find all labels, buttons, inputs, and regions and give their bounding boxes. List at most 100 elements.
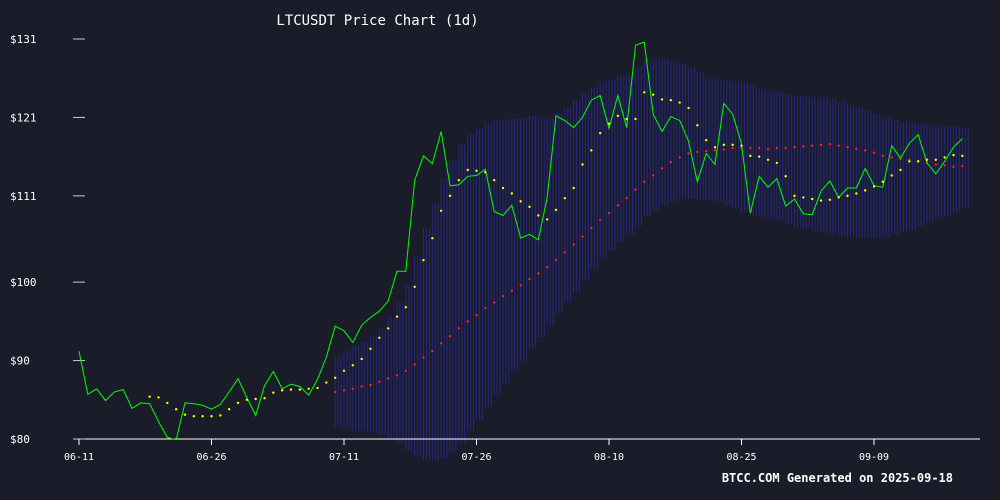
sar-point [192,415,196,418]
ma-point [466,320,469,323]
ma-point [351,387,355,391]
ma-point [404,369,408,372]
sar-point [837,196,840,199]
y-tick-label: $121 [10,111,37,124]
ma-point [431,349,434,353]
price-line [78,41,963,441]
sar-point [289,388,293,391]
sar-point [696,124,699,127]
sar-point [157,396,160,399]
sar-point [510,192,514,195]
x-tick-label: 06-11 [64,452,94,463]
ma-point [749,146,752,150]
sar-point [501,186,505,190]
sar-point [678,101,681,104]
sar-point [210,415,213,418]
ma-point [828,142,832,146]
sar-point [333,376,337,380]
sar-point [325,381,328,384]
sar-point [201,415,204,418]
sar-point [439,209,443,212]
ma-point [952,165,955,169]
ma-point [492,301,496,304]
y-tick-label: $100 [10,276,37,289]
sar-point [280,389,284,392]
ma-point [625,197,628,200]
footer-credit: BTCC.COM Generated on 2025-09-18 [721,471,953,485]
sar-point [360,357,363,361]
ma-point [713,149,717,152]
sar-point [952,153,955,157]
ma-point [378,380,381,383]
ma-point [528,277,531,281]
sar-point [687,106,690,110]
sar-point [166,401,169,405]
sar-point [272,391,275,394]
axes: $131 $121 $111 $100 $90 $80 06-11 06-26 07-11 07-… [10,33,980,463]
sar-point [148,395,151,398]
ma-point [863,149,867,152]
y-tick-label: $80 [10,433,30,446]
sar-point [731,143,734,147]
sar-point [704,138,708,142]
sar-point [457,178,461,182]
sar-point [448,194,452,198]
sar-point [890,174,893,177]
sar-point [572,186,575,190]
ma-point [369,383,372,387]
ma-point [934,163,938,166]
x-tick-label: 06-26 [196,452,226,463]
sar-point [625,117,628,121]
sar-point [298,388,302,391]
sar-point [590,149,593,152]
ma-point [475,313,478,317]
ma-point [775,146,779,150]
sar-point [934,158,938,161]
sar-point [581,163,584,166]
sar-point [369,347,372,351]
sar-point [316,386,319,390]
sar-point [784,175,787,178]
sar-point [757,155,761,158]
sar-point [643,91,646,94]
ma-point [413,363,416,366]
sar-point [431,237,434,240]
sar-point [713,146,717,149]
ma-point [855,147,858,151]
sar-point [863,189,867,192]
sar-point [519,200,522,203]
sar-point [351,364,355,367]
sar-point [484,171,487,174]
sar-point [651,93,655,96]
sar-point [537,214,540,217]
sar-point [174,407,178,411]
ma-point [731,146,734,150]
sar-point [766,158,770,161]
sar-point [872,185,876,188]
ma-point [616,204,620,207]
sar-point [846,194,849,198]
sar-point [793,194,796,198]
ma-point [572,243,575,246]
sar-point [413,285,416,289]
sar-point [740,144,743,147]
sar-point [528,205,531,209]
y-tick-label: $90 [10,355,30,368]
y-tick-label: $111 [10,190,37,203]
ma-point [810,144,814,147]
sar-point [254,397,257,401]
sar-point [855,192,858,195]
ma-point [669,160,673,164]
ma-point [554,258,558,262]
x-tick-label: 08-25 [726,452,756,463]
sar-point [881,180,885,183]
sar-point [183,413,187,416]
sar-point [475,169,478,172]
ma-point [563,251,567,254]
ma-point [598,218,602,222]
ma-point [545,266,549,269]
sar-point [395,315,399,318]
ma-point [660,167,664,170]
x-tick-label: 09-09 [859,452,889,463]
ma-point [704,149,708,153]
